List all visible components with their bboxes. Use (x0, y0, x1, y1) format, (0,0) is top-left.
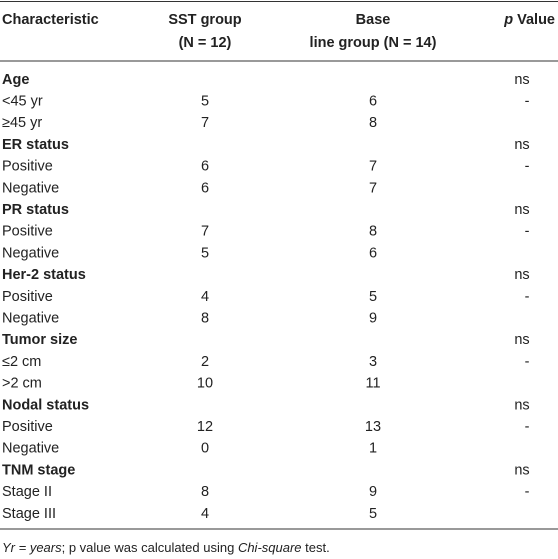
header-characteristic: Characteristic (2, 12, 99, 28)
footnote: Yr = years; p value was calculated using… (2, 540, 330, 555)
base-value: 7 (369, 159, 377, 175)
row-label: >2 cm (2, 376, 42, 392)
sst-value: 6 (201, 159, 209, 175)
sst-value: 10 (197, 376, 213, 392)
base-value: 8 (369, 224, 377, 240)
footnote-part: Chi-square (238, 540, 302, 555)
p-value: ns (514, 202, 529, 218)
base-value: 3 (369, 354, 377, 370)
sst-value: 6 (201, 180, 209, 196)
section-title: TNM stage (2, 462, 75, 478)
row-label: Negative (2, 311, 59, 327)
section-title: ER status (2, 137, 69, 153)
row-label: Negative (2, 441, 59, 457)
section-title: PR status (2, 202, 69, 218)
header-sst-n: (N = 12) (179, 35, 232, 51)
p-value: ns (514, 267, 529, 283)
p-value: ns (514, 137, 529, 153)
p-value: - (525, 224, 530, 240)
base-value: 9 (369, 311, 377, 327)
p-value: - (525, 289, 530, 305)
sst-value: 8 (201, 311, 209, 327)
base-value: 13 (365, 419, 381, 435)
sst-value: 5 (201, 94, 209, 110)
sst-value: 0 (201, 441, 209, 457)
base-value: 11 (365, 376, 380, 392)
base-value: 5 (369, 289, 377, 305)
row-label: Stage II (2, 484, 52, 500)
row-label: Positive (2, 159, 53, 175)
row-label: Negative (2, 180, 59, 196)
sst-value: 4 (201, 289, 209, 305)
p-value: - (525, 419, 530, 435)
p-value: - (525, 484, 530, 500)
p-value: - (525, 159, 530, 175)
base-value: 8 (369, 115, 377, 131)
header-sst: SST group (168, 12, 241, 28)
row-label: Negative (2, 245, 59, 261)
base-value: 6 (369, 245, 377, 261)
p-value: ns (514, 397, 529, 413)
header-p-rest: Value (513, 12, 555, 28)
row-label: Positive (2, 289, 53, 305)
sst-value: 4 (201, 506, 209, 522)
sst-value: 7 (201, 115, 209, 131)
sst-value: 12 (197, 419, 213, 435)
p-value: ns (514, 332, 529, 348)
footnote-part: test. (302, 540, 330, 555)
header-p-italic: p (503, 12, 513, 28)
header-base: Base (356, 12, 391, 28)
p-value: ns (514, 72, 529, 88)
p-value: - (525, 354, 530, 370)
sst-value: 2 (201, 354, 209, 370)
p-value: ns (514, 462, 529, 478)
sst-value: 5 (201, 245, 209, 261)
row-label: <45 yr (2, 94, 43, 110)
row-label: Positive (2, 224, 53, 240)
header-p: p Value (503, 12, 555, 28)
footnote-part: Yr (2, 540, 16, 555)
row-label: Positive (2, 419, 53, 435)
sst-value: 8 (201, 484, 209, 500)
base-value: 6 (369, 94, 377, 110)
base-value: 5 (369, 506, 377, 522)
section-title: Tumor size (2, 332, 77, 348)
section-title: Her-2 status (2, 267, 86, 283)
base-value: 7 (369, 180, 377, 196)
base-value: 1 (369, 441, 377, 457)
section-title: Nodal status (2, 397, 89, 413)
row-label: ≤2 cm (2, 354, 41, 370)
footnote-part: ; p value was calculated using (62, 540, 238, 555)
row-label: ≥45 yr (2, 115, 42, 131)
header-base-n: line group (N = 14) (310, 35, 437, 51)
p-value: - (525, 94, 530, 110)
row-label: Stage III (2, 506, 56, 522)
sst-value: 7 (201, 224, 209, 240)
footnote-part: = years (15, 540, 62, 555)
section-title: Age (2, 72, 29, 88)
base-value: 9 (369, 484, 377, 500)
